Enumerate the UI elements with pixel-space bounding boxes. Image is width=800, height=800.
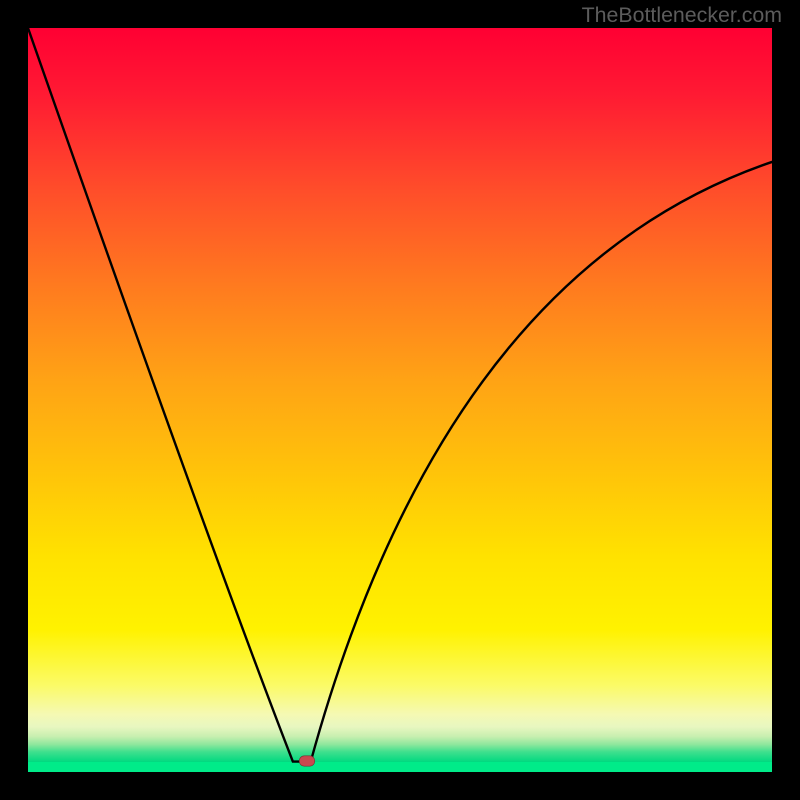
green-band — [28, 762, 772, 772]
optimal-marker-rect — [299, 756, 314, 766]
chart-frame: TheBottlenecker.com — [0, 0, 800, 800]
optimal-marker — [299, 755, 315, 766]
gradient-background — [28, 28, 772, 762]
plot-area — [28, 28, 772, 772]
watermark-text: TheBottlenecker.com — [582, 3, 782, 28]
